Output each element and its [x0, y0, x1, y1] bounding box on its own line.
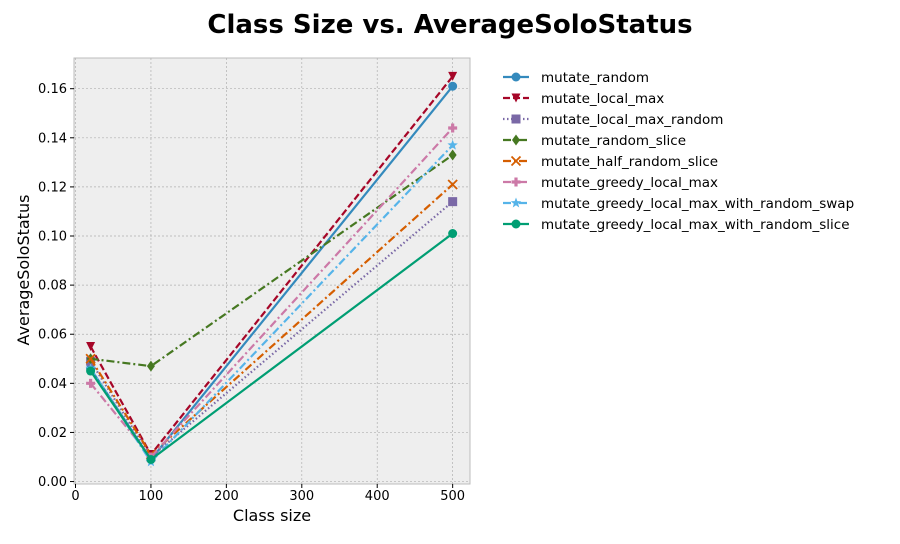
legend-label: mutate_local_max: [541, 91, 664, 107]
data-point: [447, 179, 458, 190]
x-tick-label: 300: [289, 489, 314, 504]
chart-title: Class Size vs. AverageSoloStatus: [207, 10, 692, 40]
x-tick-label: 100: [139, 489, 164, 504]
plot-area: [73, 57, 471, 485]
x-tick-label: 400: [365, 489, 390, 504]
data-point: [146, 454, 156, 464]
y-tick-label: 0.04: [38, 377, 67, 392]
y-tick-label: 0.14: [38, 131, 67, 146]
legend-label: mutate_greedy_local_max_with_random_slic…: [541, 217, 850, 233]
y-tick-label: 0.16: [38, 82, 67, 97]
legend-label: mutate_random_slice: [541, 133, 686, 149]
legend: mutate_random mutate_local_max mutate_loca…: [503, 70, 854, 233]
x-axis-label: Class size: [233, 506, 311, 525]
legend-marker: [510, 155, 522, 167]
legend-marker: [511, 93, 521, 103]
x-tick-label: 500: [440, 489, 465, 504]
x-tick-label: 200: [214, 489, 239, 504]
legend-label: mutate_greedy_local_max: [541, 175, 718, 191]
legend-item: mutate_local_max: [503, 91, 664, 107]
data-point: [85, 353, 96, 364]
legend-item: mutate_local_max_random: [503, 112, 723, 128]
data-point: [448, 123, 458, 133]
data-point: [86, 342, 96, 352]
data-point: [146, 360, 155, 372]
legend-label: mutate_local_max_random: [541, 112, 723, 128]
series-mutate_greedy_local_max_with_random_slice: [86, 229, 458, 464]
y-tick-label: 0.10: [38, 230, 67, 245]
y-tick-label: 0.06: [38, 328, 67, 343]
legend-item: mutate_greedy_local_max_with_random_slic…: [503, 217, 850, 233]
grid: [74, 58, 470, 484]
data-point: [86, 366, 96, 376]
x-tick-label: 0: [71, 489, 79, 504]
legend-marker: [511, 72, 521, 82]
data-point: [448, 149, 457, 161]
axes: 0 100 200 300 400 500 0.00 0.02 0.04 0.06 0.08 0.10…: [38, 82, 465, 504]
data-point: [86, 378, 96, 388]
y-tick-label: 0.00: [38, 475, 67, 490]
series-layer: [85, 71, 458, 467]
data-point: [448, 197, 458, 207]
legend-label: mutate_random: [541, 70, 649, 86]
legend-marker: [511, 114, 521, 124]
legend-marker: [511, 177, 521, 187]
data-point: [448, 71, 458, 81]
legend-marker: [510, 197, 522, 208]
data-point: [448, 81, 458, 91]
y-tick-label: 0.12: [38, 180, 67, 195]
legend-item: mutate_greedy_local_max_with_random_swap: [503, 196, 854, 212]
legend-item: mutate_random_slice: [503, 133, 686, 149]
legend-marker: [511, 219, 521, 229]
data-point: [448, 229, 458, 239]
y-tick-label: 0.08: [38, 279, 67, 294]
data-point: [447, 139, 458, 150]
y-tick-label: 0.02: [38, 426, 67, 441]
legend-marker: [512, 134, 520, 146]
legend-label: mutate_half_random_slice: [541, 154, 718, 170]
legend-item: mutate_random: [503, 70, 649, 86]
legend-item: mutate_half_random_slice: [503, 154, 718, 170]
legend-item: mutate_greedy_local_max: [503, 175, 718, 191]
y-axis-label: AverageSoloStatus: [14, 195, 33, 346]
legend-label: mutate_greedy_local_max_with_random_swap: [541, 196, 854, 212]
